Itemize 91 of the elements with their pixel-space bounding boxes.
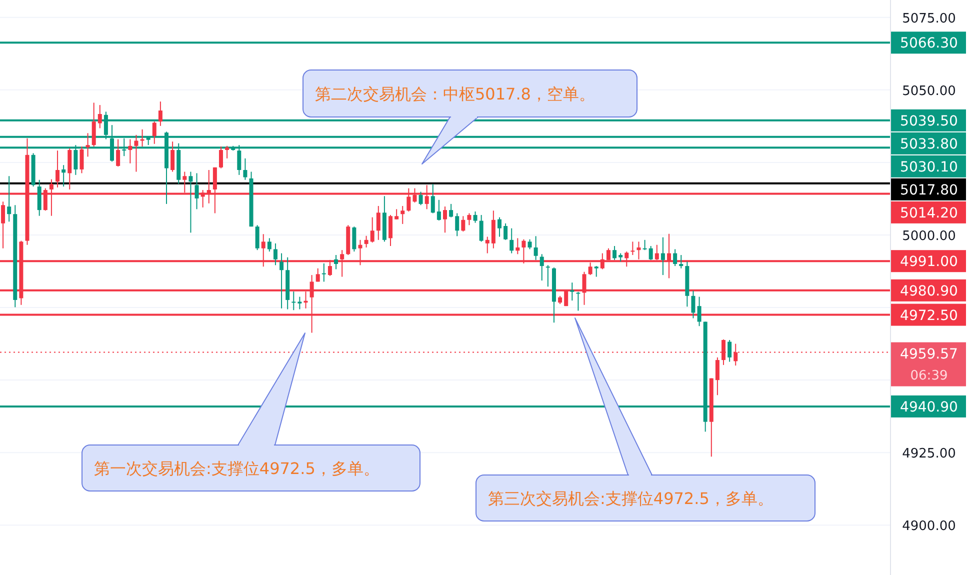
candlestick <box>243 158 248 180</box>
candlestick <box>691 290 696 319</box>
candlestick <box>322 262 326 282</box>
candlestick <box>728 340 732 362</box>
candlestick <box>642 239 647 251</box>
candlestick <box>479 214 484 242</box>
annotation: 第二次交易机会：中枢5017.8，空单。 <box>315 84 595 104</box>
annotation: 第三次交易机会:支撑位4972.5，多单。 <box>488 489 774 508</box>
candlestick <box>510 228 514 254</box>
candlestick <box>225 145 230 159</box>
candlestick <box>546 264 550 288</box>
candlestick <box>491 210 496 249</box>
candlestick <box>352 226 356 252</box>
candlestick <box>170 141 175 172</box>
candlestick <box>280 252 284 309</box>
ref-line-label: 5066.30 <box>900 36 958 52</box>
ref-line-label: 5039.50 <box>900 113 958 130</box>
candlestick <box>467 212 472 226</box>
candlestick <box>255 224 260 251</box>
candlestick <box>679 254 684 269</box>
candlestick <box>436 199 441 221</box>
ref-line-label: 4972.50 <box>900 308 958 324</box>
annotation: 第一次交易机会:支撑位4972.5，多单。 <box>94 459 380 478</box>
candlestick <box>576 291 580 312</box>
candlestick <box>673 248 678 267</box>
candlestick <box>660 236 665 276</box>
candlestick <box>273 242 278 266</box>
candlestick <box>292 291 296 311</box>
candlestick <box>697 296 702 327</box>
candlestick <box>1 201 6 249</box>
candlestick <box>92 102 96 148</box>
ref-line-label: 4991.00 <box>900 254 958 270</box>
y-tick-label: 4925.00 <box>902 446 956 462</box>
candlestick <box>370 216 374 244</box>
candlestick <box>56 150 60 188</box>
candlestick <box>267 238 272 252</box>
candlestick <box>612 246 617 260</box>
candlestick <box>128 138 132 164</box>
candlestick <box>158 101 162 126</box>
candlestick <box>528 238 532 250</box>
candlestick <box>116 138 120 168</box>
candlestick <box>443 206 447 234</box>
candlestick <box>473 210 478 224</box>
candlestick <box>86 132 90 158</box>
candlestick <box>630 241 635 256</box>
text: 06:39 <box>910 368 948 384</box>
candlestick <box>516 238 520 255</box>
candlestick <box>388 214 393 247</box>
candlestick <box>534 236 538 260</box>
candlestick <box>430 183 435 214</box>
ref-line-label: 4940.90 <box>900 399 958 416</box>
candlestick <box>648 246 653 260</box>
candlestick <box>418 191 423 206</box>
candlestick <box>497 216 502 238</box>
ref-line-label: 4980.90 <box>900 283 958 300</box>
candlestick <box>152 121 156 144</box>
candlestick <box>134 134 138 172</box>
candlestick <box>7 176 12 222</box>
y-tick-label: 5050.00 <box>902 84 956 99</box>
candlestick <box>188 171 193 234</box>
candlestick <box>218 146 223 169</box>
candlestick <box>449 203 454 218</box>
candlestick <box>394 208 399 220</box>
candlestick <box>400 205 405 224</box>
candlestick <box>455 212 460 237</box>
y-tick-label: 5000.00 <box>902 228 956 244</box>
candlestick <box>98 104 102 129</box>
candlestick <box>504 222 508 240</box>
candlestick <box>334 254 338 270</box>
y-tick-label: 5075.00 <box>902 11 956 26</box>
candlestick <box>376 205 380 240</box>
candlestick <box>62 164 66 188</box>
candlestick <box>316 268 320 282</box>
ref-line-label: 5014.20 <box>900 205 958 222</box>
candlestick <box>485 236 490 254</box>
candlestick <box>540 254 544 282</box>
y-tick-label: 4900.00 <box>902 519 956 534</box>
candlestick <box>461 216 466 232</box>
candlestick <box>194 172 199 210</box>
candlestick <box>715 356 720 396</box>
candlestick <box>594 266 598 278</box>
ref-line-label: 5030.10 <box>900 159 958 176</box>
ref-line-label: 5017.80 <box>900 182 958 198</box>
ref-line-label: 5033.80 <box>900 136 958 152</box>
ref-line-label: 4959.57 <box>900 346 958 362</box>
candlestick <box>37 179 42 216</box>
candlestick <box>298 296 302 310</box>
candlestick <box>68 148 72 190</box>
candlestick <box>570 282 574 302</box>
candlestick <box>80 146 84 174</box>
candlestick <box>364 235 368 248</box>
